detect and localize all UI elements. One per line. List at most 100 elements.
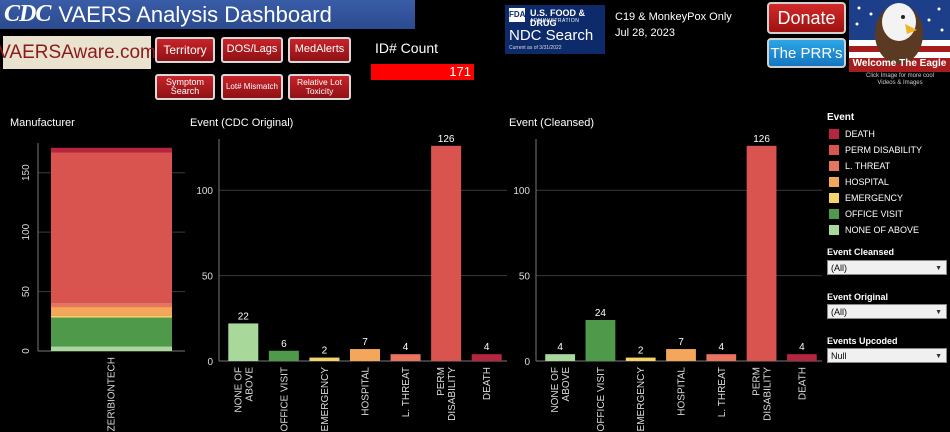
filter-event-original-value: (All) (831, 307, 847, 317)
bar-perm-disability[interactable] (431, 145, 462, 361)
legend-item-death[interactable]: DEATH (829, 128, 875, 140)
filter-event-cleansed-select[interactable]: (All) ▼ (827, 260, 947, 275)
legend-label: DEATH (845, 129, 875, 139)
x-tick-label: HOSPITAL (677, 367, 688, 416)
bar-none-of-above[interactable] (545, 354, 576, 361)
filter-event-original-select[interactable]: (All) ▼ (827, 304, 947, 319)
legend-label: PERM DISABILITY (845, 145, 923, 155)
data-label: 4 (719, 342, 725, 353)
bar-death[interactable] (786, 354, 817, 361)
fda-current-date: Current as of 3/31/2022 (509, 45, 562, 51)
filter-events-upcoded-select[interactable]: Null ▼ (827, 348, 947, 363)
y-tick-label: 100 (196, 186, 213, 197)
bar-emergency[interactable] (625, 357, 656, 361)
x-tick-label-hospital: HOSPITAL (361, 367, 372, 416)
filter-events-upcoded-label: Events Upcoded (827, 336, 898, 346)
stack-segment-emergency[interactable] (51, 315, 172, 318)
eagle-caption-2: Videos & Images (877, 80, 923, 86)
x-tick-label: NONE OF (550, 367, 561, 413)
y-tick-label: 150 (21, 164, 32, 181)
data-label: 22 (238, 311, 250, 322)
data-label: 6 (281, 339, 287, 350)
fda-logo: FDA (509, 8, 525, 22)
x-tick-label-hospital: HOSPITAL (677, 367, 688, 416)
legend-item-none-of-above[interactable]: NONE OF ABOVE (829, 224, 919, 236)
stack-segment-l-threat[interactable] (51, 302, 172, 308)
legend-swatch (829, 193, 839, 203)
x-tick-label: PFIZER\BIONTECH (107, 357, 118, 432)
x-tick-label: OFFICE VISIT (279, 367, 290, 431)
y-tick-label: 100 (513, 186, 530, 197)
stack-segment-perm-disability[interactable] (51, 152, 172, 303)
filter-events-upcoded-value: Null (831, 351, 847, 361)
medalerts-button[interactable]: MedAlerts (288, 37, 351, 63)
data-label: 4 (557, 342, 563, 353)
fda-name: U.S. FOOD & DRUG (530, 8, 586, 28)
legend-swatch (829, 177, 839, 187)
lot-mismatch-button[interactable]: Lot# Mismatch (221, 74, 283, 100)
fda-subname: ADMINISTRATION (530, 18, 580, 24)
eagle-image-link[interactable]: Welcome The Eagle (849, 0, 950, 72)
data-label: 4 (403, 342, 409, 353)
scope-text: C19 & MonkeyPox Only (615, 11, 732, 23)
legend-item-perm-disability[interactable]: PERM DISABILITY (829, 144, 922, 156)
bar-emergency[interactable] (309, 357, 340, 361)
legend-item-hospital[interactable]: HOSPITAL (829, 176, 889, 188)
stack-segment-none-of-above[interactable] (51, 346, 172, 351)
x-tick-label-perm-disability: PERM DISABILITY (436, 367, 458, 421)
data-label: 7 (678, 337, 684, 348)
legend-swatch (829, 145, 839, 155)
bar-hospital[interactable] (666, 349, 696, 361)
x-tick-label: DEATH (482, 367, 493, 400)
x-tick-label-l-threat: L. THREAT (717, 367, 728, 417)
x-tick-label: EMERGENCY (320, 367, 331, 432)
legend-title: Event (827, 112, 855, 123)
y-tick-label: 0 (207, 357, 213, 368)
bar-hospital[interactable] (349, 349, 381, 361)
y-tick-label: 50 (21, 286, 32, 298)
legend-swatch (829, 225, 839, 235)
bar-none-of-above[interactable] (228, 323, 259, 361)
legend-item-office-visit[interactable]: OFFICE VISIT (829, 208, 903, 220)
legend-item-l-threat[interactable]: L. THREAT (829, 160, 890, 172)
relative-lot-toxicity-button[interactable]: Relative Lot Toxicity (288, 74, 351, 100)
vaersaware-logo[interactable]: VAERSAware.com (0, 36, 156, 69)
bar-office-visit[interactable] (268, 350, 299, 361)
stack-segment-office-visit[interactable] (51, 317, 172, 347)
stack-segment-hospital[interactable] (51, 307, 172, 316)
bar-death[interactable] (471, 354, 502, 361)
x-tick-label: PERM (752, 367, 763, 396)
donate-button[interactable]: Donate (767, 2, 846, 34)
legend-item-emergency[interactable]: EMERGENCY (829, 192, 903, 204)
x-tick-label-office-visit: OFFICE VISIT (279, 367, 290, 431)
data-label: 126 (438, 135, 455, 145)
x-tick-label: DISABILITY (447, 367, 458, 421)
bar-l-threat[interactable] (390, 354, 421, 361)
legend-label: L. THREAT (845, 161, 891, 171)
x-tick-label-emergency: EMERGENCY (320, 367, 331, 432)
x-tick-label-perm-disability: PERM DISABILITY (752, 367, 774, 421)
id-count-label: ID# Count (375, 40, 439, 56)
y-tick-label: 50 (202, 272, 214, 283)
chevron-down-icon: ▼ (935, 309, 942, 316)
symptom-search-button[interactable]: Symptom Search (155, 74, 215, 100)
prr-button[interactable]: The PRR's (767, 38, 846, 68)
title-bar: CDC VAERS Analysis Dashboard (0, 0, 415, 29)
bar-l-threat[interactable] (706, 354, 737, 361)
data-label: 7 (362, 337, 368, 348)
bar-office-visit[interactable] (585, 320, 616, 361)
fda-ndc-search-link[interactable]: FDA U.S. FOOD & DRUG ADMINISTRATION NDC … (505, 5, 605, 54)
x-tick-label-office-visit: OFFICE VISIT (596, 367, 607, 431)
x-tick-label: ABOVE (561, 367, 572, 402)
legend-label: NONE OF ABOVE (845, 225, 920, 235)
bar-perm-disability[interactable] (746, 145, 777, 361)
dos-lags-button[interactable]: DOS/Lags (221, 37, 283, 63)
legend-label: EMERGENCY (845, 193, 904, 203)
x-tick-label: PERM (436, 367, 447, 396)
data-label: 2 (638, 346, 644, 357)
territory-button[interactable]: Territory (155, 37, 215, 63)
event-cleansed-chart-title: Event (Cleansed) (509, 117, 594, 129)
stack-segment-death[interactable] (51, 147, 172, 153)
y-tick-label: 0 (21, 348, 32, 354)
eagle-caption: Click Image for more cool (865, 73, 935, 79)
